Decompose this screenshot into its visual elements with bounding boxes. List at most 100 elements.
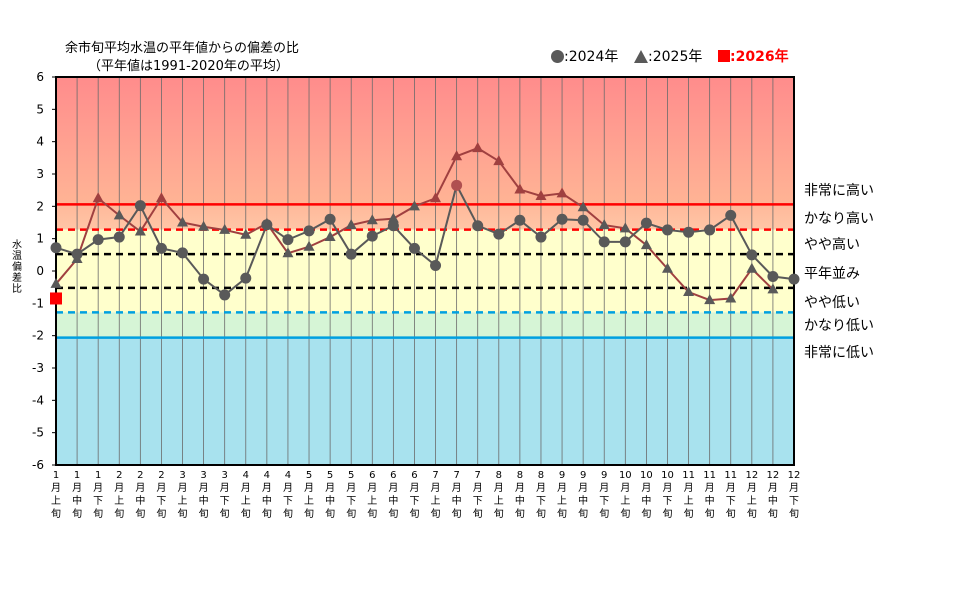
x-tick-label-part: 月 <box>325 482 335 494</box>
series-2024-point <box>725 209 737 221</box>
legend-2026-label: :2026年 <box>730 49 789 65</box>
chart-title-line1: 余市旬平均水温の平年値からの偏差の比 <box>65 41 300 56</box>
x-tick-label-part: 4 <box>264 470 270 481</box>
x-tick-label-part: 9 <box>580 470 586 481</box>
x-tick-label-part: 月 <box>789 482 799 494</box>
series-2025-point <box>387 212 399 223</box>
x-tick-label-part: 上 <box>114 495 124 507</box>
x-tick-label-part: 月 <box>515 482 525 494</box>
x-tick-label-part: 12 <box>767 470 780 481</box>
series-2025-point <box>177 216 189 227</box>
x-tick-label-part: 月 <box>641 482 651 494</box>
series-2025-point <box>282 247 294 258</box>
x-tick-label-part: 9 <box>559 470 565 481</box>
x-tick-label-part: 2 <box>158 470 164 481</box>
x-tick-label-part: 月 <box>431 482 441 494</box>
series-2024-point <box>430 260 442 272</box>
series-2024-point <box>198 273 210 285</box>
x-tick-label-part: 月 <box>283 482 293 494</box>
x-tick-label-part: 下 <box>599 496 609 507</box>
y-tick-label: 0 <box>36 264 44 278</box>
series-2024-point <box>113 231 125 243</box>
series-2024-point <box>493 228 505 240</box>
series-2025-point <box>767 283 779 294</box>
x-tick-label-part: 下 <box>473 496 483 507</box>
band-label-low: かなり低い <box>804 318 874 334</box>
x-tick-label-part: 下 <box>409 496 419 507</box>
series-2025-point <box>324 231 336 242</box>
x-tick-label-part: 5 <box>306 470 312 481</box>
series-2025-point <box>472 142 484 153</box>
series-2025-point <box>535 189 547 200</box>
x-tick-label-part: 2 <box>137 470 143 481</box>
x-tick-label-part: 月 <box>304 482 314 494</box>
x-tick-label-part: 月 <box>114 482 124 494</box>
x-tick-label-part: 旬 <box>304 507 314 520</box>
x-tick-label-part: 月 <box>409 482 419 494</box>
series-2025-point <box>430 192 442 203</box>
x-tick-label-part: 旬 <box>135 507 145 520</box>
x-tick-label-part: 中 <box>515 494 525 507</box>
series-2025-point <box>683 286 695 297</box>
x-tick-label-part: 旬 <box>346 507 356 520</box>
series-2025-point <box>640 239 652 250</box>
x-tick-label-part: 旬 <box>452 507 462 520</box>
legend-2024: :2024年 <box>551 46 618 66</box>
x-tick-label-part: 旬 <box>262 507 272 520</box>
x-tick-label-part: 下 <box>536 496 546 507</box>
band-very-high <box>56 77 794 205</box>
x-tick-label-part: 月 <box>536 482 546 494</box>
series-2024-point <box>387 220 399 232</box>
x-tick-label-part: 上 <box>494 495 504 507</box>
x-tick-label-part: 月 <box>473 482 483 494</box>
x-tick-label-part: 中 <box>262 494 272 507</box>
x-tick-label-part: 11 <box>703 470 716 481</box>
x-tick-label-part: 旬 <box>599 507 609 520</box>
x-tick-label-part: 3 <box>179 470 185 481</box>
x-tick-label-part: 月 <box>452 482 462 494</box>
x-tick-label-part: 月 <box>747 482 757 494</box>
x-tick-label-part: 6 <box>369 470 375 481</box>
series-2024-point <box>577 214 589 226</box>
y-tick-label: 6 <box>36 70 44 84</box>
series-2024-point <box>219 289 231 301</box>
series-2025-point <box>198 220 210 231</box>
x-tick-label-part: 旬 <box>515 507 525 520</box>
band-high <box>56 204 794 230</box>
series-2025-point <box>725 292 737 303</box>
band-label-very-high: 非常に高い <box>804 183 874 199</box>
series-2024-point <box>408 242 420 254</box>
y-tick-label: 4 <box>36 135 44 149</box>
x-tick-label-part: 上 <box>304 495 314 507</box>
x-tick-label-part: 下 <box>789 496 799 507</box>
series-2025-point <box>303 240 315 251</box>
x-tick-label-part: 旬 <box>684 507 694 520</box>
x-tick-label-part: 5 <box>327 470 333 481</box>
x-tick-label-part: 11 <box>724 470 737 481</box>
band-normal <box>56 229 794 313</box>
x-tick-label-part: 旬 <box>662 507 672 520</box>
x-tick-label-part: 旬 <box>473 507 483 520</box>
x-tick-label-part: 旬 <box>641 507 651 520</box>
chart-title-line2: （平年値は1991-2020年の平均） <box>88 59 289 74</box>
series-2024-point <box>661 224 673 236</box>
x-tick-label-part: 下 <box>346 496 356 507</box>
x-tick-label-part: 旬 <box>578 507 588 520</box>
x-tick-label-part: 旬 <box>325 507 335 520</box>
x-tick-label-part: 月 <box>388 482 398 494</box>
series-2024-point <box>345 248 357 260</box>
